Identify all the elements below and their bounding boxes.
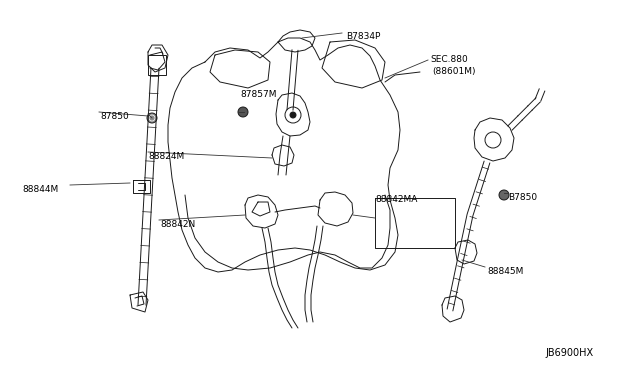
FancyBboxPatch shape — [148, 55, 166, 75]
Text: (88601M): (88601M) — [432, 67, 476, 76]
Text: 88845M: 88845M — [487, 267, 524, 276]
Text: B7850: B7850 — [508, 193, 537, 202]
Circle shape — [238, 107, 248, 117]
Text: JB6900HX: JB6900HX — [545, 348, 593, 358]
Circle shape — [290, 112, 296, 118]
Text: 88824M: 88824M — [148, 152, 184, 161]
Text: B7834P: B7834P — [346, 32, 380, 41]
Circle shape — [499, 190, 509, 200]
Text: 88844M: 88844M — [22, 185, 58, 194]
Circle shape — [147, 113, 157, 123]
Text: 87857M: 87857M — [240, 90, 276, 99]
Text: 87850: 87850 — [100, 112, 129, 121]
Text: SEC.880: SEC.880 — [430, 55, 468, 64]
Text: 88842N: 88842N — [160, 220, 195, 229]
Text: 88842MA: 88842MA — [375, 195, 417, 204]
